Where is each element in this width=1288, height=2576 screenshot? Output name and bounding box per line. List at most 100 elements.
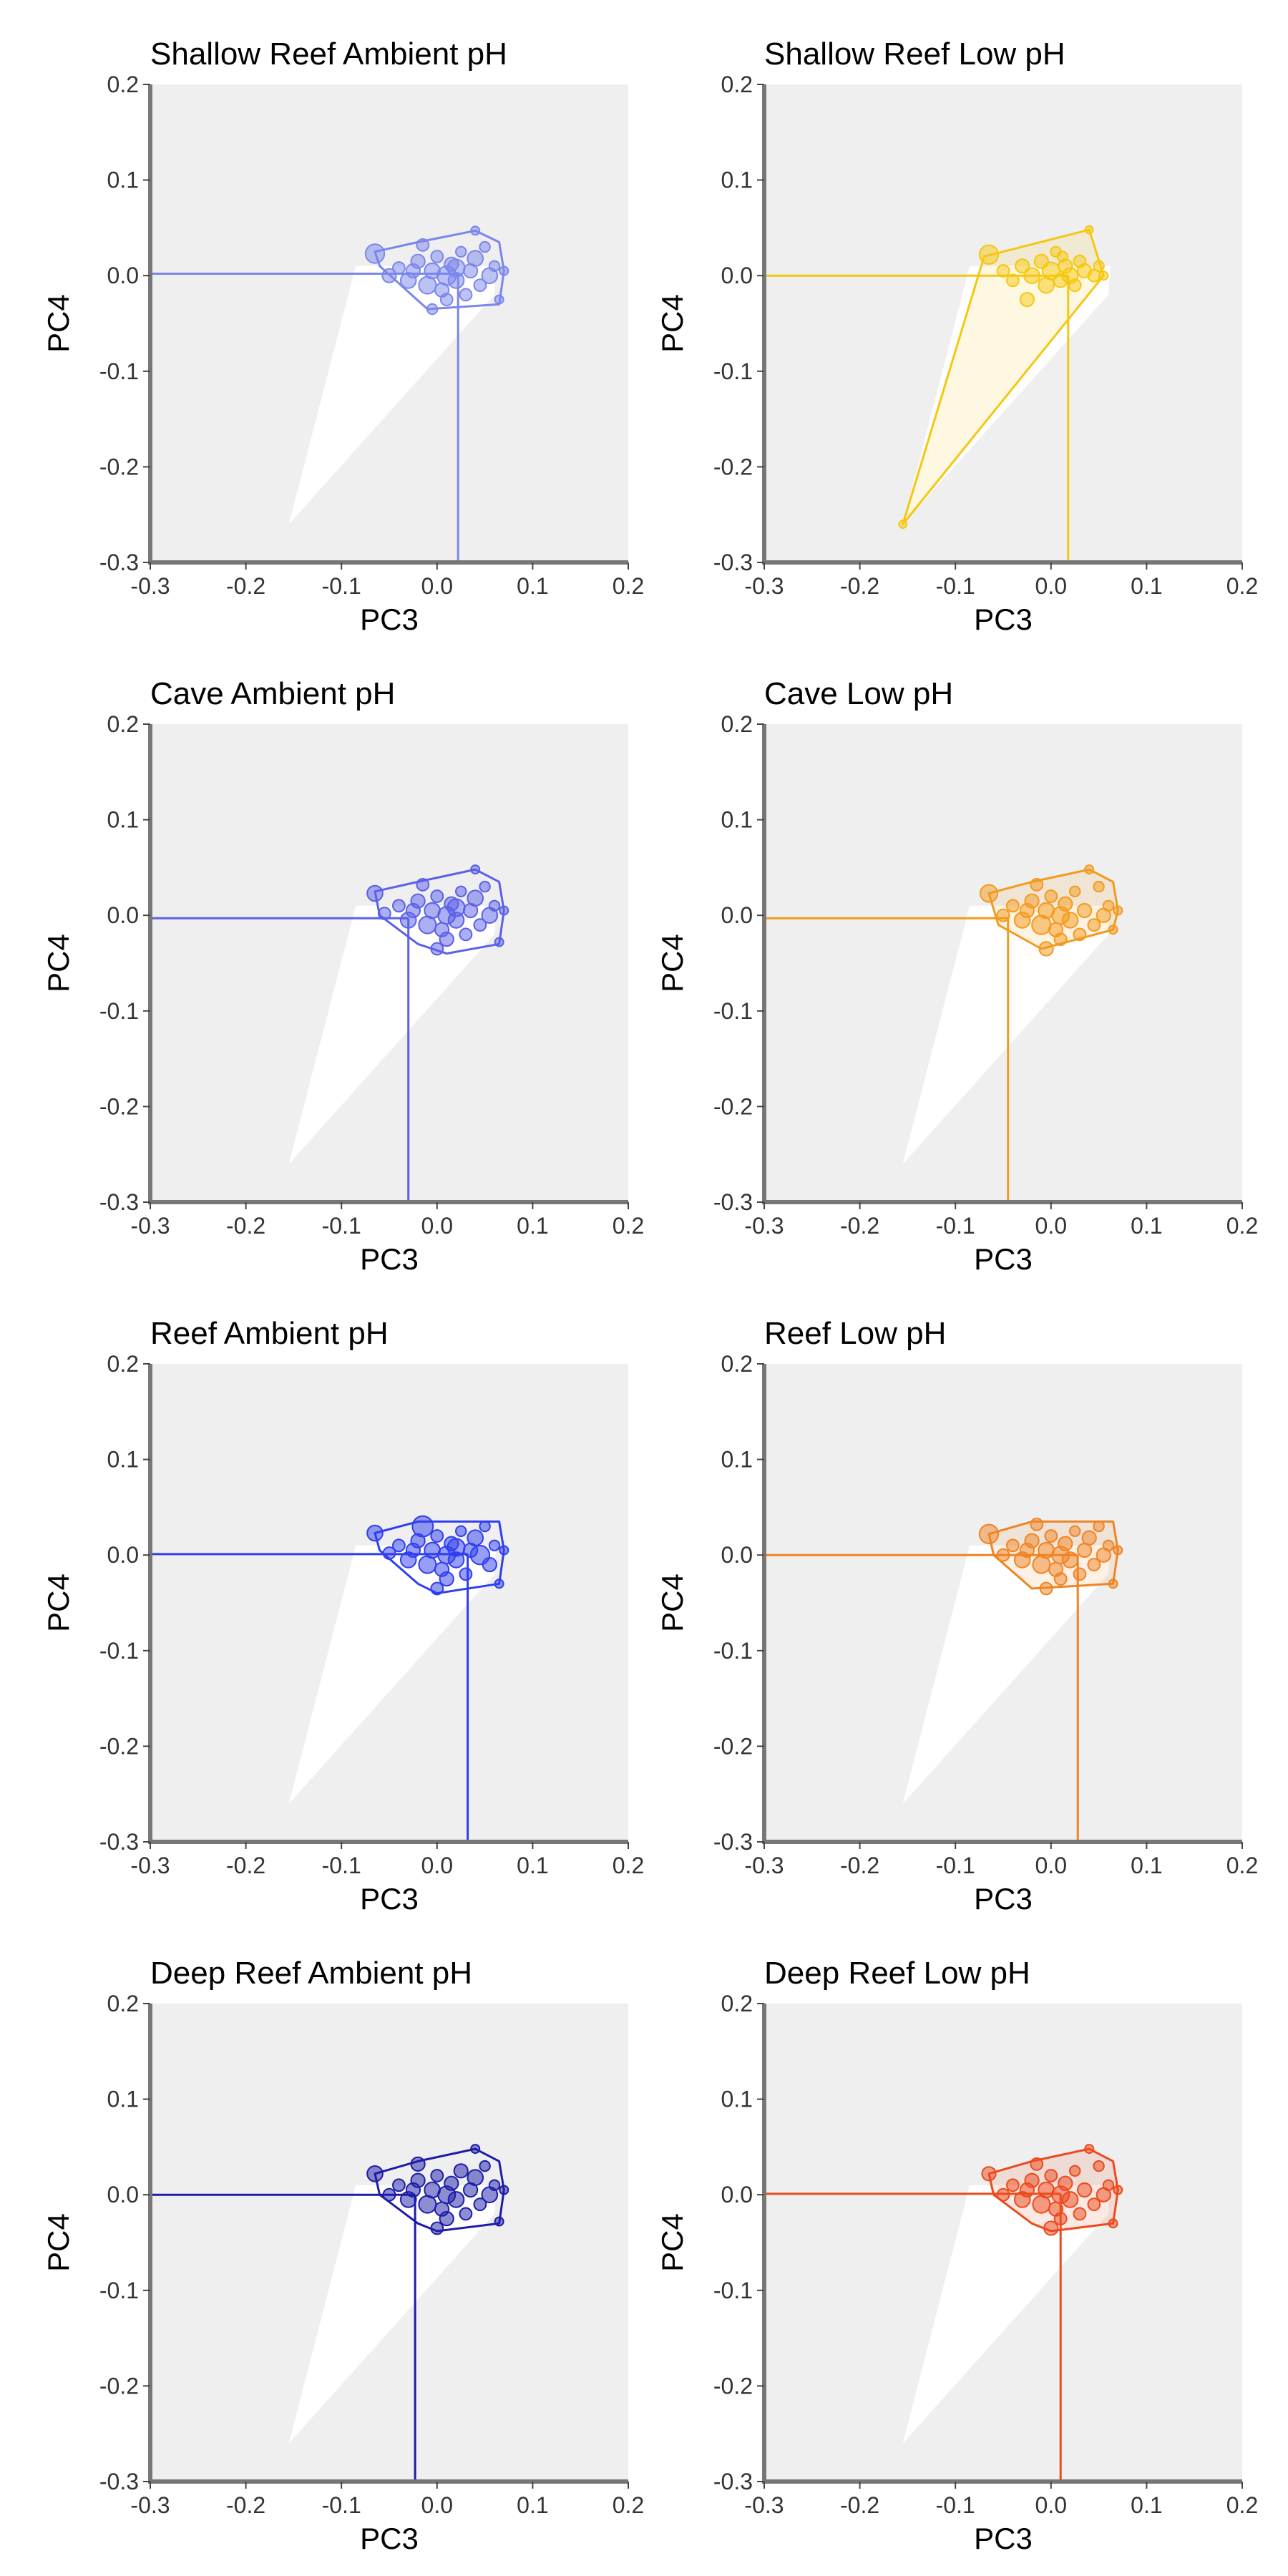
data-point [439, 1571, 454, 1587]
x-axis-title: PC3 [360, 602, 419, 636]
data-point [470, 864, 481, 875]
data-point [439, 2211, 454, 2227]
y-tick-label: -0.2 [99, 2373, 139, 2399]
y-tick-label: -0.3 [99, 550, 139, 575]
y-tick-label: 0.1 [721, 807, 753, 833]
y-tick-label: -0.3 [713, 1829, 753, 1855]
data-point [494, 294, 504, 305]
data-point [479, 2160, 491, 2172]
x-tick-label: 0.1 [517, 573, 548, 599]
y-tick-label: -0.1 [99, 2278, 139, 2303]
data-point [479, 1520, 491, 1533]
y-tick-label: 0.0 [107, 1542, 139, 1568]
x-tick-label: 0.2 [613, 2492, 644, 2518]
panel-title: Cave Low pH [764, 676, 953, 711]
x-tick-label: -0.2 [226, 1213, 265, 1239]
y-tick-label: -0.3 [713, 2469, 753, 2494]
data-point [405, 263, 421, 279]
data-point [405, 2182, 421, 2198]
y-tick-label: 0.1 [107, 2087, 139, 2112]
y-tick-label: -0.1 [713, 358, 753, 384]
data-point [459, 2207, 473, 2221]
data-point [499, 1545, 509, 1556]
data-point [1073, 927, 1087, 942]
data-point [978, 244, 1000, 265]
data-point [1019, 902, 1035, 919]
y-tick-label: 0.0 [107, 902, 139, 928]
data-point [488, 1539, 501, 1552]
y-tick-label: -0.3 [713, 550, 753, 575]
data-point [1069, 1525, 1081, 1538]
x-tick-label: 0.0 [421, 573, 453, 599]
data-point [499, 905, 509, 916]
y-tick-label: 0.0 [721, 902, 753, 928]
data-point [366, 1524, 384, 1542]
data-point [381, 268, 397, 283]
data-point [411, 1515, 434, 1538]
y-tick-label: 0.1 [721, 1447, 753, 1473]
data-point [1108, 924, 1118, 935]
data-point [499, 265, 509, 276]
x-tick-label: -0.2 [840, 1853, 879, 1878]
x-tick-label: -0.1 [936, 1213, 975, 1239]
data-point [1084, 2144, 1095, 2155]
data-point [459, 288, 473, 302]
data-point [494, 937, 504, 947]
data-point [1113, 2185, 1123, 2195]
data-point [455, 885, 467, 898]
data-point [447, 1538, 466, 1557]
data-point [479, 240, 491, 253]
x-tick-label: 0.0 [421, 1853, 453, 1878]
x-tick-label: -0.2 [226, 1853, 265, 1878]
data-point [467, 889, 484, 907]
data-point [430, 2221, 444, 2235]
data-point [1058, 1536, 1073, 1551]
data-point [978, 1523, 1000, 1545]
x-tick-label: -0.2 [840, 1213, 879, 1239]
y-tick-label: -0.2 [713, 1733, 753, 1759]
data-point [1044, 2169, 1058, 2182]
panel-title: Shallow Reef Ambient pH [150, 36, 507, 72]
y-tick-label: -0.3 [713, 1189, 753, 1215]
data-point [364, 243, 386, 264]
data-point [392, 1538, 406, 1553]
data-point [1113, 905, 1123, 916]
data-point [1073, 1567, 1087, 1581]
x-tick-label: -0.2 [226, 2492, 265, 2518]
data-point [416, 238, 430, 252]
data-point [1032, 2195, 1051, 2214]
data-point [418, 1555, 437, 1574]
y-tick-label: -0.1 [99, 1638, 139, 1664]
data-point [1006, 273, 1020, 288]
x-tick-label: 0.1 [1131, 573, 1162, 599]
x-tick-label: -0.1 [936, 1853, 975, 1878]
data-point [1087, 918, 1101, 932]
x-tick-label: 0.0 [1035, 2492, 1067, 2518]
data-point [418, 915, 437, 935]
data-point [494, 2216, 504, 2227]
panel: -0.3 -0.2 -0.1 0.0 0.1 0.2 -0.3 -0.2 -0.1 0.0 0.1 0… [655, 1956, 1258, 2555]
y-tick-label: -0.2 [713, 2373, 753, 2399]
panel-title: Reef Ambient pH [150, 1316, 389, 1351]
panel-title: Reef Low pH [764, 1316, 946, 1351]
panel: -0.3 -0.2 -0.1 0.0 0.1 0.2 -0.3 -0.2 -0.1 0.0 0.1 0… [42, 36, 644, 636]
x-tick-label: -0.3 [130, 1213, 170, 1239]
data-point [1056, 250, 1069, 263]
y-tick-label: -0.1 [713, 1638, 753, 1664]
data-point [455, 1525, 467, 1538]
data-point [494, 1579, 504, 1589]
data-point [1098, 270, 1109, 281]
data-point [1030, 1518, 1044, 1531]
x-tick-label: -0.3 [130, 1853, 170, 1878]
data-point [1077, 2182, 1093, 2198]
data-point [410, 2156, 426, 2172]
x-tick-label: 0.0 [1035, 573, 1067, 599]
x-tick-label: -0.1 [936, 573, 975, 599]
x-tick-label: 0.1 [517, 1853, 548, 1878]
y-tick-label: 0.0 [721, 263, 753, 288]
panel: -0.3 -0.2 -0.1 0.0 0.1 0.2 -0.3 -0.2 -0.1 0.0 0.1 0… [42, 1316, 644, 1916]
overall-space-polygon [902, 2185, 1111, 2444]
x-tick-label: 0.1 [517, 2492, 548, 2518]
data-point [366, 884, 384, 902]
